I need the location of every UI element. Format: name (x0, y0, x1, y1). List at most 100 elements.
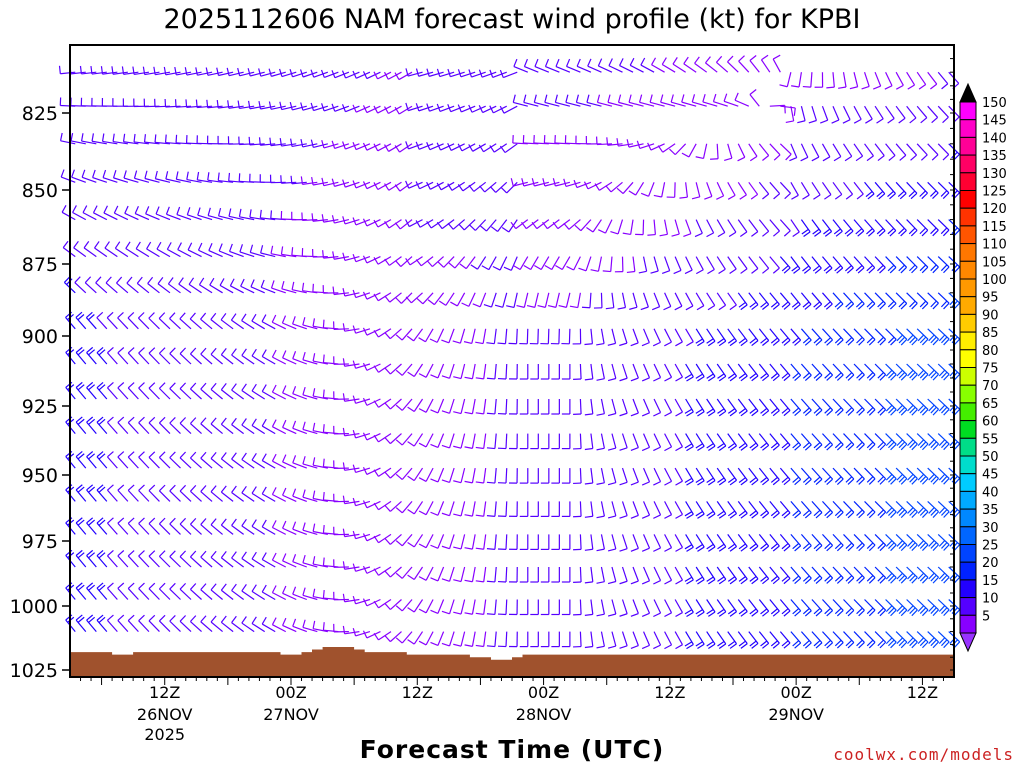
wind-barb (158, 451, 171, 469)
wind-barb (619, 58, 634, 73)
wind-barb (492, 256, 508, 271)
wind-barb (112, 133, 128, 145)
colorbar-swatch (959, 136, 977, 156)
wind-barb (861, 72, 870, 90)
wind-barb (210, 583, 223, 600)
wind-barb (258, 101, 276, 110)
wind-barb (220, 551, 234, 568)
wind-barbs-layer (58, 54, 961, 650)
colorbar-label: 25 (982, 539, 999, 554)
wind-barb (123, 170, 139, 183)
colorbar-swatch (959, 473, 977, 492)
wind-barb (362, 630, 381, 639)
wind-barb (790, 631, 802, 649)
wind-barb (647, 142, 665, 151)
wind-barb (737, 501, 748, 519)
wind-barb (853, 433, 865, 451)
wind-barb (405, 141, 423, 150)
wind-barb (362, 327, 381, 336)
wind-barb (127, 614, 139, 633)
wind-barb (416, 292, 434, 305)
wind-barb (706, 328, 716, 347)
wind-barb (758, 501, 770, 519)
wind-barb (206, 135, 223, 145)
wind-barb (86, 346, 97, 365)
wind-barb (158, 382, 171, 400)
wind-barb (626, 256, 636, 274)
wind-barb (302, 386, 318, 400)
wind-barb (441, 631, 455, 647)
wind-barb (540, 433, 550, 450)
wind-barb (638, 256, 648, 274)
wind-barb (664, 467, 673, 486)
wind-barb (220, 313, 234, 330)
wind-barb (301, 212, 318, 222)
wind-barb (418, 631, 434, 646)
wind-barb (322, 590, 339, 601)
wind-barb (231, 348, 245, 365)
wind-barb (769, 363, 780, 382)
wind-barb (292, 455, 307, 469)
wind-barb (105, 276, 118, 294)
wind-barb (758, 631, 770, 649)
wind-barb (352, 325, 371, 334)
wind-barb (426, 181, 444, 190)
wind-barb (112, 98, 128, 107)
wind-barb (406, 328, 424, 342)
wind-barb (227, 100, 244, 109)
wind-barb (271, 349, 287, 365)
wind-barb (927, 256, 939, 274)
wind-barb (927, 181, 939, 200)
wind-barb (832, 256, 844, 274)
wind-barb (519, 534, 529, 551)
wind-barb (158, 582, 171, 600)
wind-barb (230, 313, 244, 330)
wind-barb (486, 534, 497, 550)
wind-barb (448, 256, 466, 269)
wind-barb (724, 143, 733, 162)
wind-barb (684, 398, 694, 417)
wind-barb (85, 311, 97, 330)
wind-barb (790, 182, 799, 200)
wind-barb (497, 534, 508, 550)
wind-barb (127, 582, 139, 600)
wind-barb (133, 98, 149, 108)
wind-barb (405, 102, 423, 112)
wind-barb (853, 566, 865, 584)
wind-barb (748, 631, 759, 649)
wind-barb (228, 208, 244, 221)
wind-barb (630, 599, 639, 617)
wind-barb (874, 363, 887, 381)
wind-barb (210, 485, 223, 502)
wind-barb (598, 219, 613, 234)
wind-barb (260, 279, 276, 294)
wind-barb (716, 363, 727, 382)
wind-barb (310, 69, 329, 78)
wind-barb (73, 240, 87, 258)
wind-barb (790, 363, 802, 382)
wind-barb (584, 328, 594, 346)
wind-barb (282, 350, 297, 365)
wind-barb (322, 285, 339, 294)
wind-barb (231, 485, 245, 502)
wind-barb (885, 292, 897, 310)
wind-barb (220, 518, 234, 535)
wind-barb (342, 593, 360, 603)
wind-barb (617, 292, 627, 310)
wind-barb (82, 205, 97, 221)
wind-barb (92, 205, 108, 221)
wind-barb (885, 566, 897, 584)
wind-barb (937, 500, 950, 518)
wind-barb (530, 399, 539, 415)
wind-barb (663, 292, 672, 311)
wind-barb (475, 468, 487, 484)
wind-barb (189, 550, 202, 568)
wind-barb (81, 169, 97, 183)
wind-barb (268, 101, 286, 110)
wind-barb (395, 292, 413, 304)
wind-barb (342, 288, 360, 297)
wind-barb (197, 207, 213, 221)
wind-barb (853, 292, 865, 310)
wind-barb (758, 534, 770, 552)
wind-barb (231, 551, 245, 568)
